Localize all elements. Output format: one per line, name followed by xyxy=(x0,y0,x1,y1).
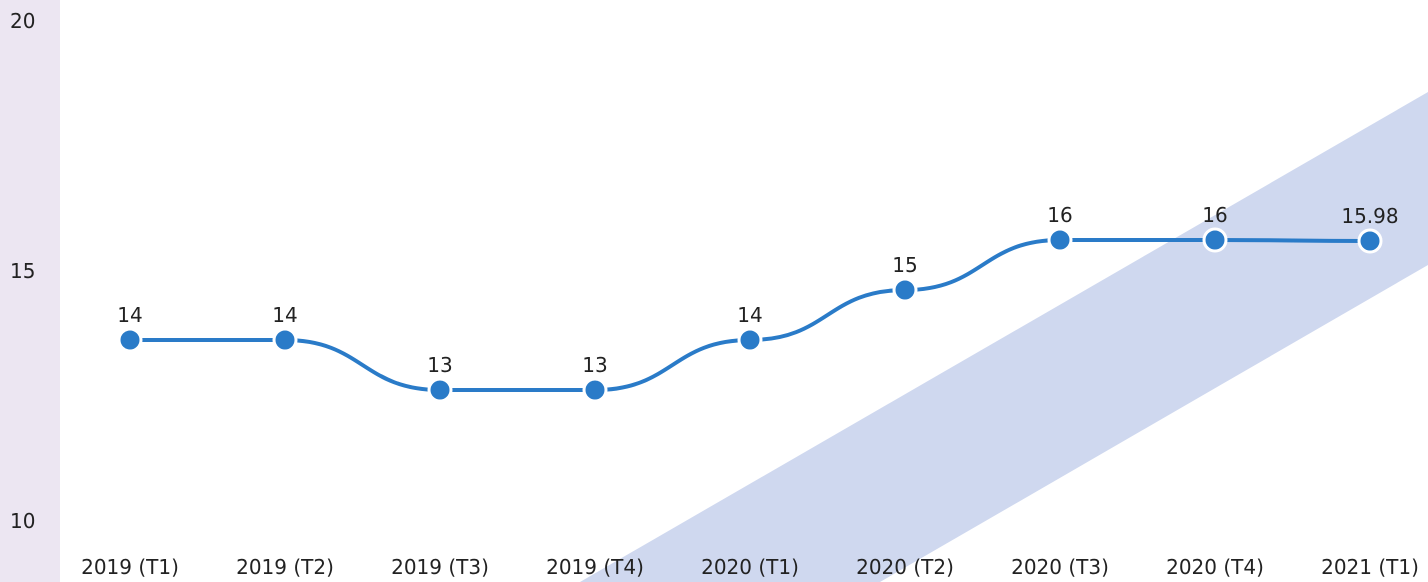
x-tick-label: 2019 (T3) xyxy=(391,555,489,579)
y-tick-label: 20 xyxy=(10,9,35,33)
y-tick-label: 10 xyxy=(10,509,35,533)
data-label: 14 xyxy=(272,303,297,327)
point xyxy=(427,377,453,403)
point xyxy=(1047,227,1073,253)
data-label: 15.98 xyxy=(1341,204,1398,228)
decorative-band xyxy=(580,92,1428,582)
x-tick-label: 2020 (T3) xyxy=(1011,555,1109,579)
x-tick-label: 2020 (T4) xyxy=(1166,555,1264,579)
point xyxy=(892,277,918,303)
point xyxy=(1202,227,1228,253)
data-label: 16 xyxy=(1202,203,1227,227)
point xyxy=(737,327,763,353)
data-label: 13 xyxy=(582,353,607,377)
x-tick-label: 2020 (T2) xyxy=(856,555,954,579)
data-label: 13 xyxy=(427,353,452,377)
point xyxy=(582,377,608,403)
data-label: 14 xyxy=(117,303,142,327)
data-label: 15 xyxy=(892,253,917,277)
point xyxy=(272,327,298,353)
x-tick-label: 2020 (T1) xyxy=(701,555,799,579)
y-tick-label: 15 xyxy=(10,259,35,283)
axis-strip xyxy=(0,0,60,582)
x-tick-label: 2019 (T4) xyxy=(546,555,644,579)
data-label: 16 xyxy=(1047,203,1072,227)
point xyxy=(117,327,143,353)
data-label: 14 xyxy=(737,303,762,327)
x-tick-label: 2019 (T1) xyxy=(81,555,179,579)
x-tick-label: 2021 (T1) xyxy=(1321,555,1419,579)
point xyxy=(1357,228,1383,254)
x-tick-label: 2019 (T2) xyxy=(236,555,334,579)
